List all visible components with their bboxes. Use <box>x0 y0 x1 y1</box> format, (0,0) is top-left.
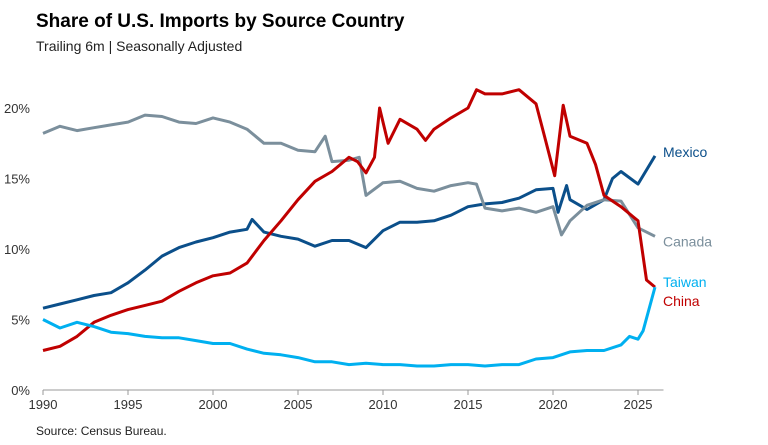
x-tick-label: 1995 <box>114 397 143 412</box>
source-note: Source: Census Bureau. <box>36 424 167 438</box>
series-line-taiwan <box>42 286 657 368</box>
series-line-china <box>42 88 656 352</box>
y-tick-label: 15% <box>4 172 30 187</box>
x-tick-label: 1990 <box>29 397 58 412</box>
series-label-canada: Canada <box>663 233 712 249</box>
x-tick-label: 2015 <box>454 397 483 412</box>
x-tick-label: 2025 <box>624 397 653 412</box>
series-line-canada <box>42 113 656 238</box>
x-tick-label: 2000 <box>199 397 228 412</box>
x-tick-label: 2010 <box>369 397 398 412</box>
chart-title: Share of U.S. Imports by Source Country <box>36 11 405 32</box>
series-label-china: China <box>663 293 700 309</box>
series-label-mexico: Mexico <box>663 144 708 160</box>
x-tick-label: 2005 <box>284 397 313 412</box>
series-line-mexico <box>42 155 657 310</box>
y-tick-label: 20% <box>4 101 30 116</box>
y-tick-label: 5% <box>11 313 30 328</box>
series-label-taiwan: Taiwan <box>663 274 707 290</box>
chart-subtitle: Trailing 6m | Seasonally Adjusted <box>36 38 243 54</box>
y-tick-label: 10% <box>4 242 30 257</box>
y-tick-label: 0% <box>11 383 30 398</box>
x-tick-label: 2020 <box>539 397 568 412</box>
